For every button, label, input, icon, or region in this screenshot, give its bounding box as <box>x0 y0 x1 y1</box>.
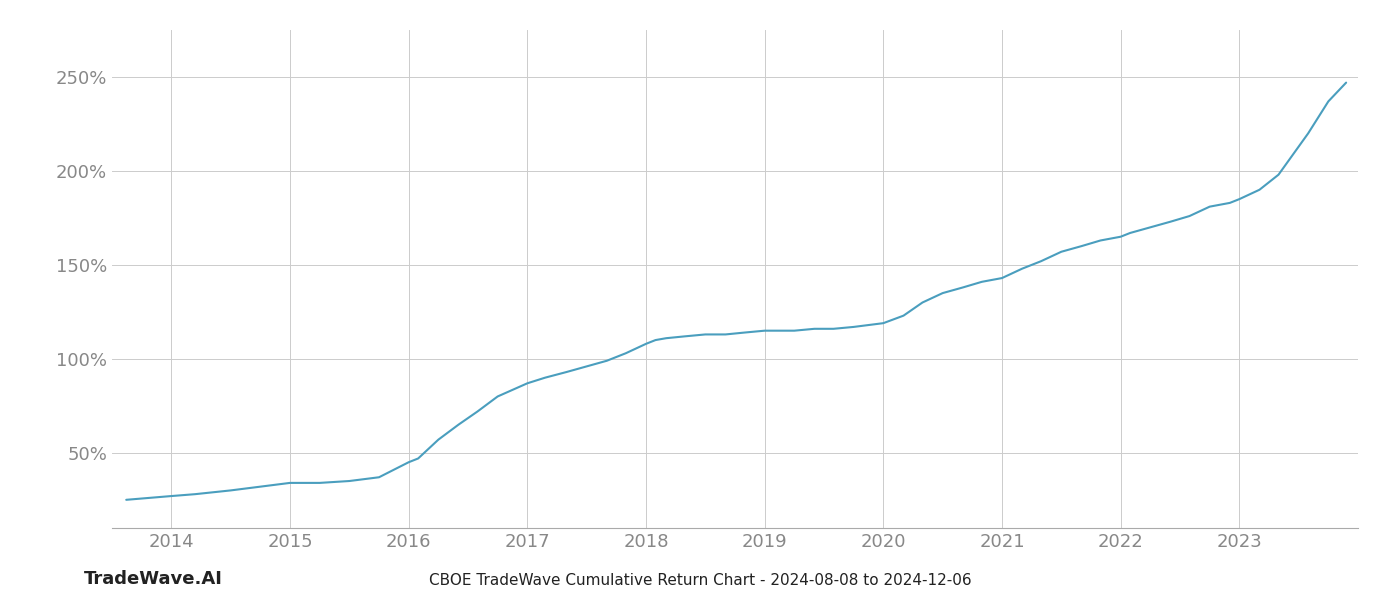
Text: TradeWave.AI: TradeWave.AI <box>84 570 223 588</box>
Text: CBOE TradeWave Cumulative Return Chart - 2024-08-08 to 2024-12-06: CBOE TradeWave Cumulative Return Chart -… <box>428 573 972 588</box>
